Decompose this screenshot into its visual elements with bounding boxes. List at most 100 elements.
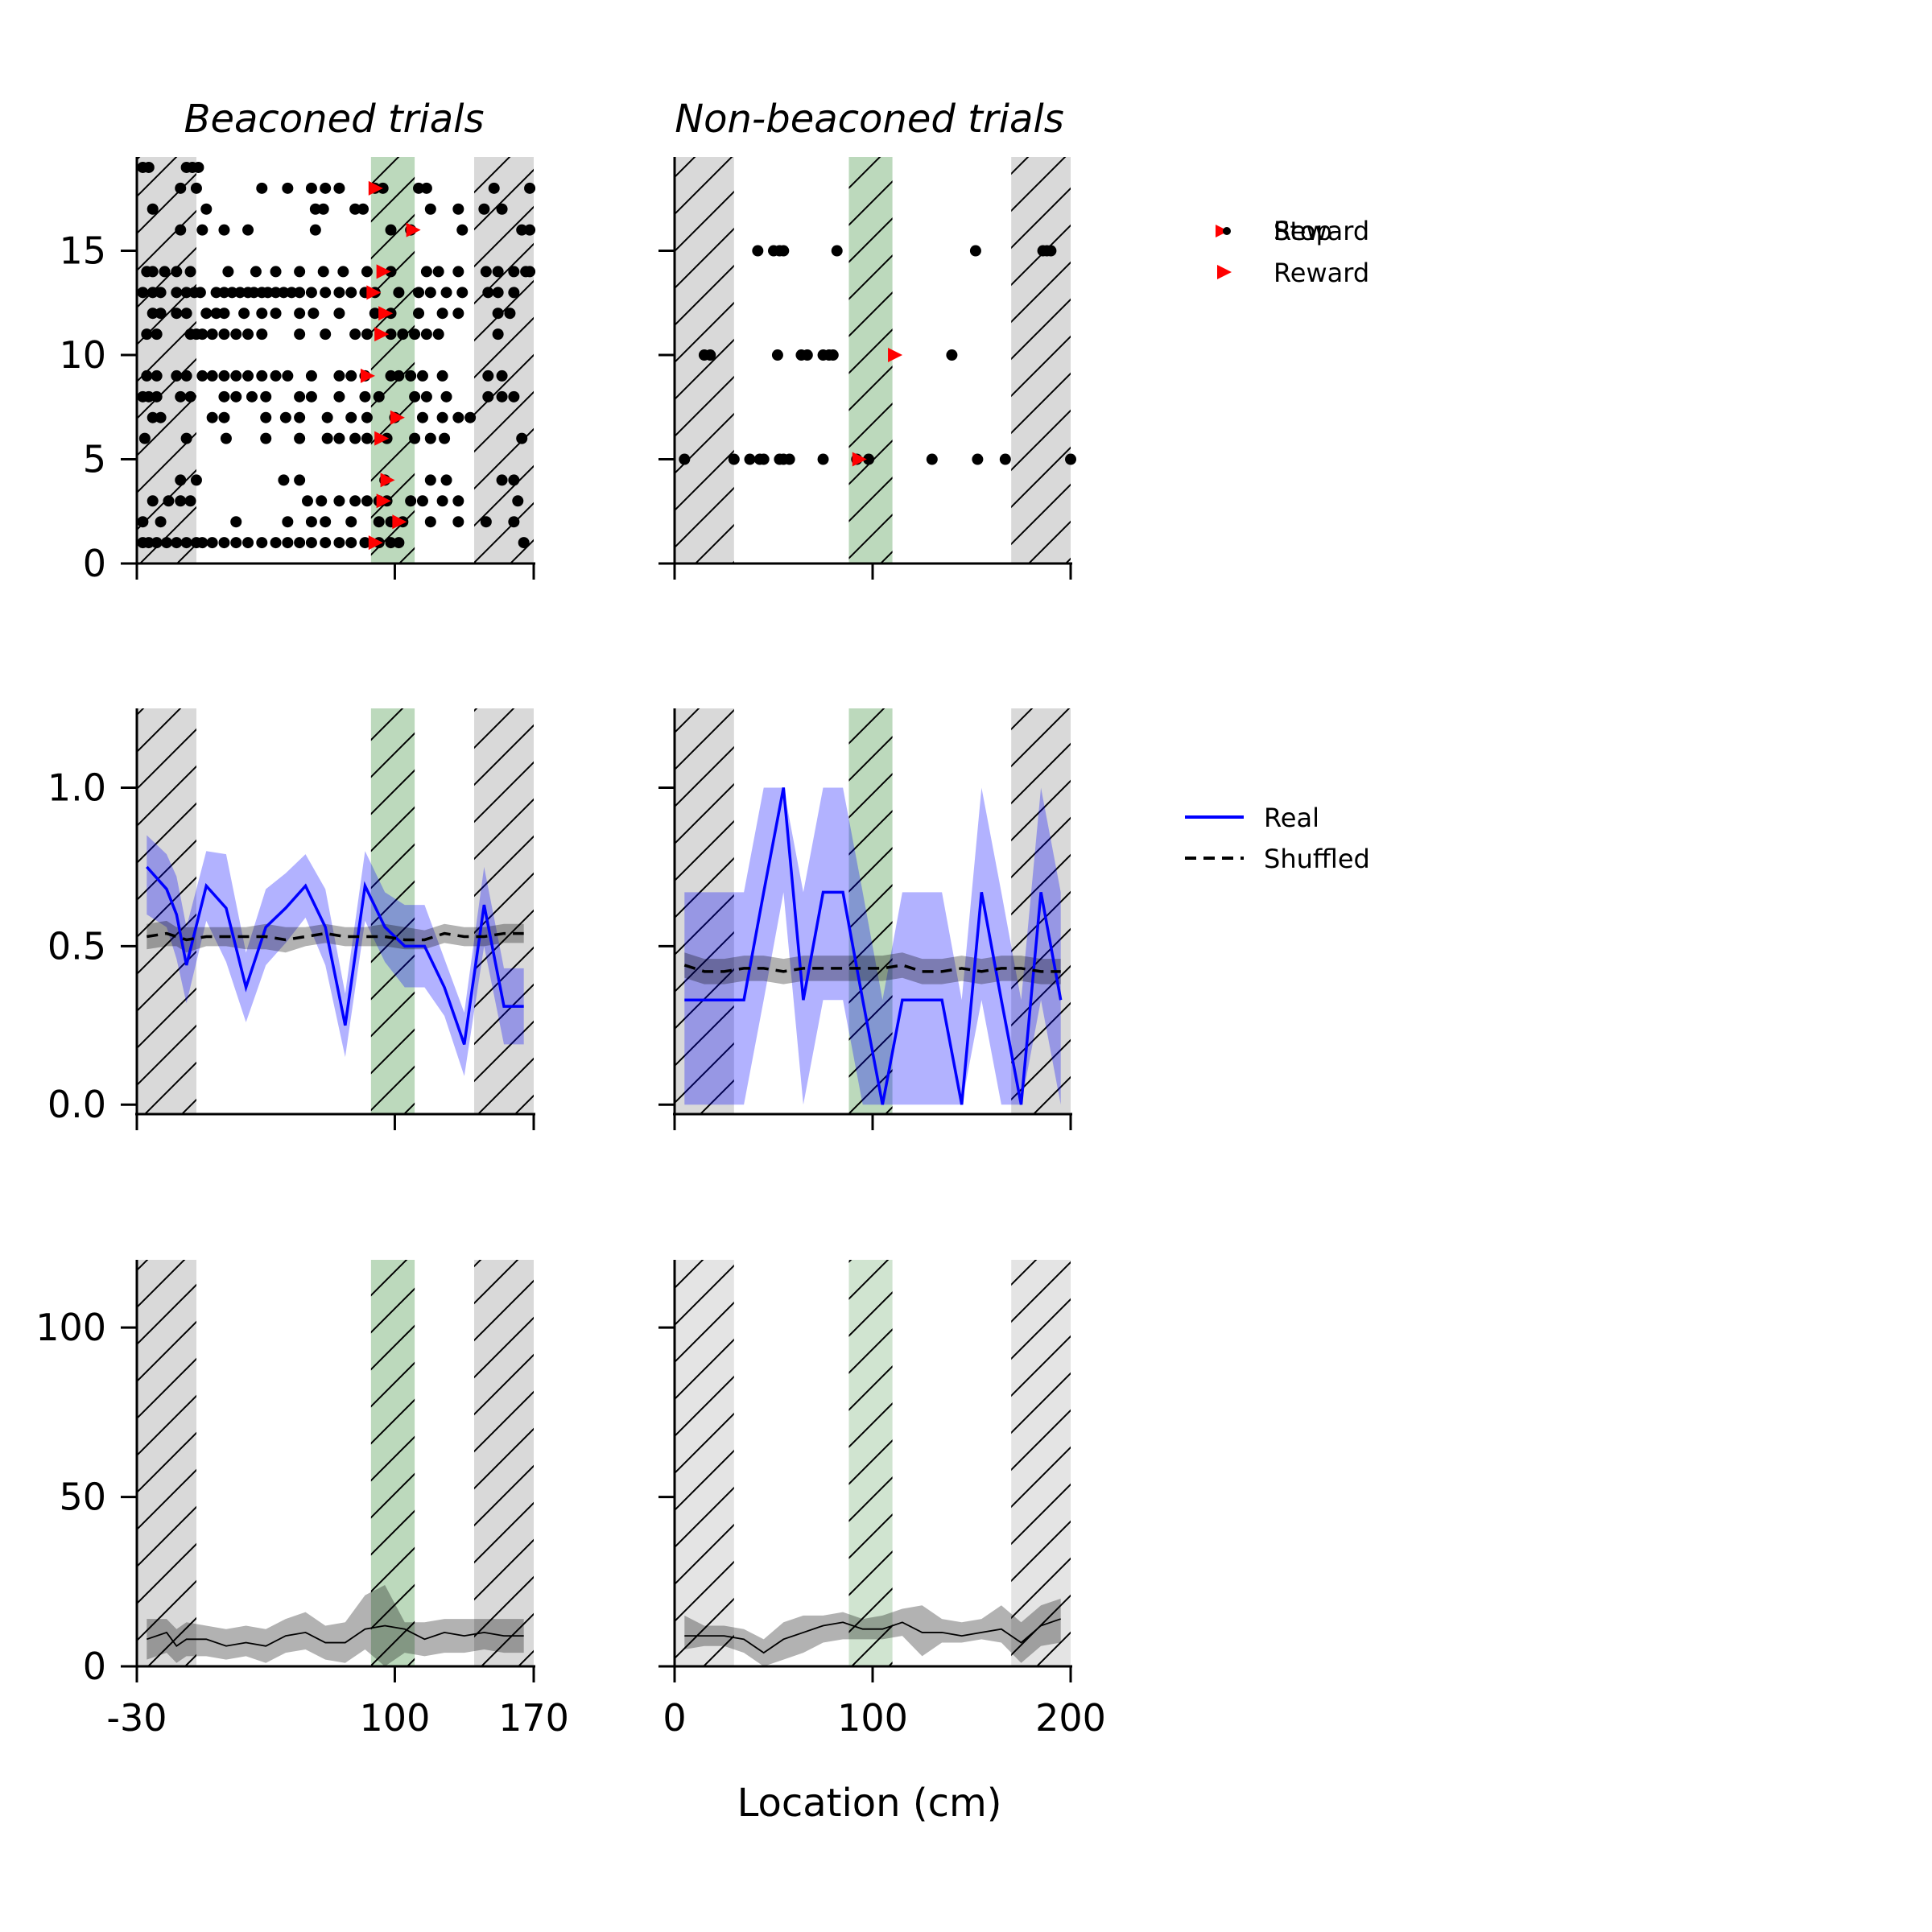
stop-point	[496, 369, 508, 382]
stop-point	[270, 537, 282, 549]
stop-point	[420, 328, 432, 341]
stop-point	[270, 266, 282, 278]
stop-point	[190, 474, 202, 486]
stop-point	[516, 224, 528, 236]
stop-point	[171, 266, 183, 278]
stop-point	[218, 537, 230, 549]
stop-point	[405, 495, 417, 507]
stop-point	[222, 266, 234, 278]
stop-point	[305, 369, 317, 382]
stop-point	[142, 537, 155, 549]
stop-point	[349, 432, 361, 444]
reward-marker	[888, 348, 903, 363]
reward-marker	[368, 180, 383, 196]
reward-marker	[374, 431, 390, 446]
x-tick-label: 100	[360, 1696, 431, 1740]
stop-point	[196, 537, 208, 549]
stop-point	[436, 495, 448, 507]
stop-point	[196, 328, 208, 341]
stop-point	[333, 390, 345, 402]
stop-point	[147, 411, 159, 423]
stop-point	[218, 390, 230, 402]
stop-point	[294, 474, 306, 486]
stop-point	[309, 203, 321, 215]
stop-point	[424, 516, 436, 528]
stop-point	[147, 308, 159, 320]
legend-real-label: Real	[1264, 803, 1319, 833]
stop-point	[416, 369, 428, 382]
stop-point	[163, 495, 175, 507]
reward-marker	[406, 222, 421, 237]
y-tick-label: 100	[35, 1306, 106, 1349]
stop-point	[863, 453, 875, 465]
stop-point	[817, 453, 829, 465]
stop-point	[926, 453, 938, 465]
stop-point	[242, 537, 254, 549]
stop-point	[432, 266, 444, 278]
stop-point	[260, 390, 272, 402]
legend-reward-marker	[1217, 265, 1232, 279]
stop-point	[333, 369, 345, 382]
stop-point	[464, 411, 477, 423]
panel-title-non-beaconed: Non-beaconed trials	[675, 97, 1064, 142]
stop-point	[452, 516, 464, 528]
raster-panel-beaconed: 0 5 10 15	[59, 157, 536, 585]
stop-point	[155, 308, 167, 320]
stop-point	[424, 432, 436, 444]
black-zone-end-hatch	[1011, 708, 1071, 1114]
stop-point	[492, 287, 504, 299]
stop-point	[142, 390, 155, 402]
reward-zone-hatch	[848, 1260, 893, 1666]
stop-point	[278, 287, 290, 299]
stop-point	[171, 369, 183, 382]
black-zone-end-hatch	[1011, 1260, 1071, 1666]
stop-point	[516, 432, 528, 444]
stop-point	[385, 537, 397, 549]
stop-point	[200, 308, 213, 320]
stop-point	[439, 432, 451, 444]
stop-point	[349, 203, 361, 215]
legend-reward-label-overlap: Reward	[1274, 216, 1369, 246]
stop-point	[294, 537, 306, 549]
stop-point	[744, 453, 756, 465]
stop-point	[393, 287, 405, 299]
stop-point	[138, 432, 151, 444]
stop-point	[440, 390, 452, 402]
stop-point	[175, 474, 187, 486]
stop-point	[305, 182, 317, 194]
stop-point	[801, 349, 813, 361]
stop-point	[282, 516, 294, 528]
stop-point	[308, 308, 320, 320]
reward-marker	[368, 535, 383, 551]
black-zone-start-hatch	[675, 708, 734, 1114]
stop-point	[142, 161, 155, 173]
stop-point	[827, 349, 839, 361]
stop-point	[512, 495, 524, 507]
stop-point	[230, 369, 242, 382]
stop-point	[282, 182, 294, 194]
stop-point	[345, 537, 357, 549]
stop-point	[361, 266, 373, 278]
reward-marker	[380, 473, 395, 488]
stop-point	[180, 369, 192, 382]
speed-panel-beaconed: 0 50 100 -30 100 170	[35, 1260, 569, 1740]
x-tick-label: -30	[106, 1696, 167, 1740]
reward-zone-hatch	[370, 1260, 415, 1666]
y-tick-label: 15	[59, 229, 106, 273]
stop-point	[147, 203, 159, 215]
stop-point	[155, 411, 167, 423]
x-tick-label: 100	[837, 1696, 908, 1740]
stop-point	[147, 266, 159, 278]
real-confidence-band	[147, 835, 524, 1076]
stop-point	[480, 266, 492, 278]
stop-point	[137, 516, 149, 528]
legend-stop-marker	[1216, 225, 1228, 237]
stop-point	[317, 266, 329, 278]
stop-point	[409, 328, 421, 341]
stop-point	[482, 369, 494, 382]
stop-point	[409, 432, 421, 444]
stop-point	[416, 495, 428, 507]
stop-point	[456, 224, 469, 236]
